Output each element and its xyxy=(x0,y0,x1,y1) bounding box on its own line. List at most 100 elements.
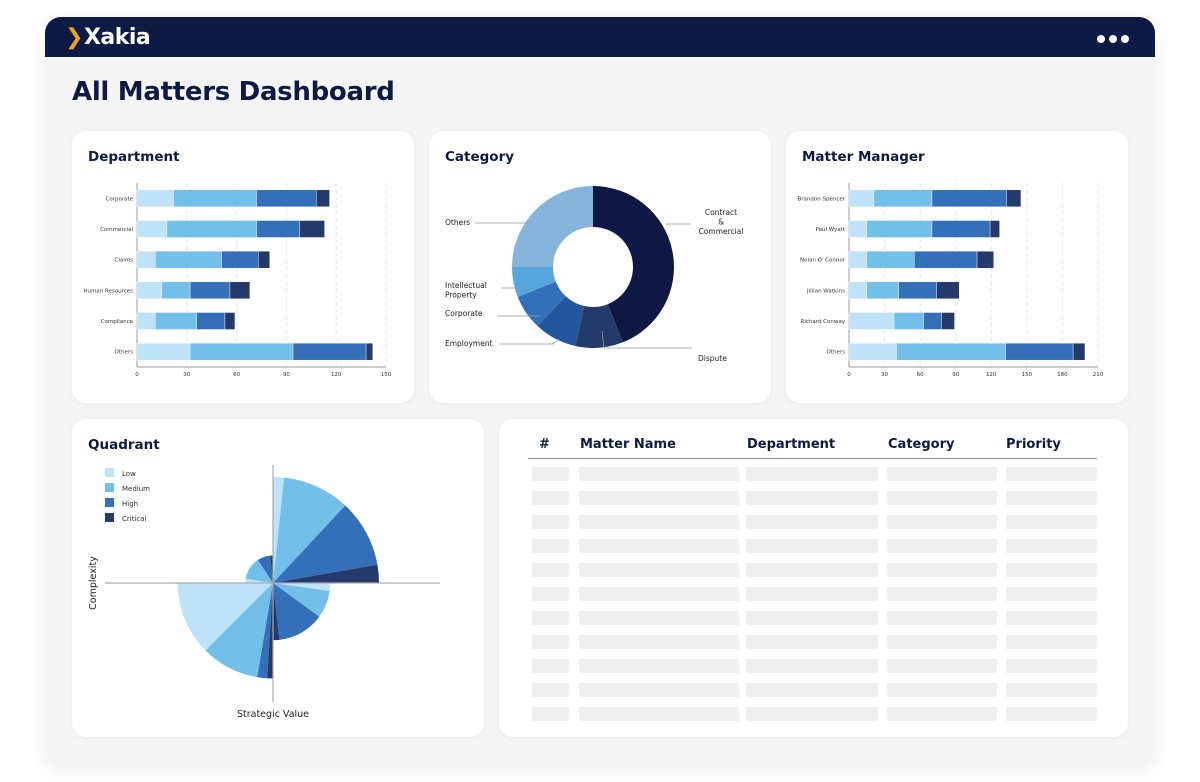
skeleton-cell xyxy=(746,611,878,625)
leader-line xyxy=(601,330,692,349)
matter-manager-chart: 0 30 60 90 120 150 180 210 Brandon Spencer Paul W… xyxy=(797,183,1104,378)
bar-segment xyxy=(173,189,257,208)
bar-segment xyxy=(196,312,226,330)
quadrant-slice xyxy=(257,583,273,679)
xakia-logo[interactable]: ❯ Xakia xyxy=(65,25,151,50)
x-tick-label: 0 xyxy=(135,372,139,378)
table-row[interactable] xyxy=(499,683,1128,697)
bar-segment xyxy=(1072,342,1086,361)
x-tick-label: 120 xyxy=(986,372,997,378)
column-header[interactable]: Category xyxy=(888,437,955,452)
skeleton-cell xyxy=(887,683,997,697)
skeleton-cell xyxy=(1006,659,1097,673)
card-title: Quadrant xyxy=(88,437,160,453)
bar-segment xyxy=(896,342,1006,361)
y-tick-label: Corporate xyxy=(106,196,134,202)
y-tick-label: Claims xyxy=(115,258,134,264)
table-row[interactable] xyxy=(499,659,1128,673)
leader-line xyxy=(499,338,560,345)
x-tick-label: 150 xyxy=(381,372,392,378)
skeleton-cell xyxy=(1006,539,1097,553)
slice-label: Corporate xyxy=(445,309,483,318)
skeleton-cell xyxy=(579,539,739,553)
bar-segment xyxy=(866,220,933,238)
table-row[interactable] xyxy=(499,587,1128,601)
bar-segment xyxy=(136,342,191,361)
x-tick-label: 60 xyxy=(233,372,240,378)
bar-segment xyxy=(189,281,231,300)
skeleton-cell xyxy=(579,611,739,625)
quadrant-slice xyxy=(267,583,273,679)
logo-chevron-icon: ❯ xyxy=(65,25,83,50)
quadrant-slice xyxy=(273,583,320,640)
column-header[interactable]: Department xyxy=(747,437,836,452)
legend-label: High xyxy=(122,500,138,508)
bar-segment xyxy=(898,281,937,300)
slice-label: Commercial xyxy=(699,227,744,236)
bar-segment xyxy=(866,281,899,300)
table-row[interactable] xyxy=(499,611,1128,625)
skeleton-cell xyxy=(746,707,878,721)
bar-segment xyxy=(155,312,197,330)
card-title: Department xyxy=(88,149,180,165)
table-row[interactable] xyxy=(499,515,1128,529)
bar-segment xyxy=(848,189,875,208)
slice-label: Dispute xyxy=(698,354,727,363)
skeleton-cell xyxy=(746,515,878,529)
skeleton-cell xyxy=(746,539,878,553)
skeleton-cell xyxy=(579,635,739,649)
page-title: All Matters Dashboard xyxy=(72,77,395,107)
bar-segment xyxy=(936,281,960,300)
x-tick-label: 30 xyxy=(183,372,190,378)
column-header[interactable]: Matter Name xyxy=(580,437,676,452)
y-tick-label: Brandon Spencer xyxy=(797,196,845,202)
skeleton-cell xyxy=(532,683,569,697)
table-row[interactable] xyxy=(499,707,1128,721)
skeleton-cell xyxy=(887,707,997,721)
more-horizontal-icon[interactable] xyxy=(1097,35,1129,43)
skeleton-cell xyxy=(1006,587,1097,601)
bar-segment xyxy=(136,250,156,269)
table-row[interactable] xyxy=(499,635,1128,649)
skeleton-cell xyxy=(1006,515,1097,529)
table-row[interactable] xyxy=(499,467,1128,481)
legend-swatch xyxy=(105,468,114,477)
bar-segment xyxy=(189,342,294,361)
bar-segment xyxy=(873,189,933,208)
table-row[interactable] xyxy=(499,563,1128,577)
skeleton-cell xyxy=(887,515,997,529)
column-header[interactable]: # xyxy=(539,437,550,452)
skeleton-cell xyxy=(532,587,569,601)
category-card: Category Contract & Commercial Dispute Emplo… xyxy=(429,131,771,403)
skeleton-cell xyxy=(532,467,569,481)
donut-slice xyxy=(512,267,556,297)
skeleton-cell xyxy=(532,563,569,577)
bar-segment xyxy=(166,220,257,238)
bar-segment xyxy=(848,220,867,238)
matter-manager-card: Matter Manager 0 30 60 90 120 150 180 210 Brando… xyxy=(786,131,1128,403)
card-title: Matter Manager xyxy=(802,149,925,165)
quadrant-slice xyxy=(177,583,273,651)
legend-label: Medium xyxy=(122,485,150,493)
legend-swatch xyxy=(105,498,114,507)
skeleton-cell xyxy=(579,491,739,505)
skeleton-cell xyxy=(887,539,997,553)
bar-segment xyxy=(256,220,300,238)
y-tick-label: Compliance xyxy=(101,319,134,325)
legend-label: Critical xyxy=(122,515,147,523)
bar-segment xyxy=(316,189,330,208)
x-tick-label: 60 xyxy=(917,372,924,378)
skeleton-cell xyxy=(887,659,997,673)
bar-segment xyxy=(866,250,915,269)
donut-slice xyxy=(517,281,566,327)
table-row[interactable] xyxy=(499,491,1128,505)
skeleton-cell xyxy=(579,563,739,577)
skeleton-cell xyxy=(532,659,569,673)
table-row[interactable] xyxy=(499,539,1128,553)
skeleton-cell xyxy=(887,635,997,649)
column-header[interactable]: Priority xyxy=(1006,437,1061,452)
bar-segment xyxy=(923,312,942,330)
bar-segment xyxy=(931,220,991,238)
matters-table: # Matter Name Department Category Priority xyxy=(499,419,1128,737)
legend-swatch xyxy=(105,483,114,492)
